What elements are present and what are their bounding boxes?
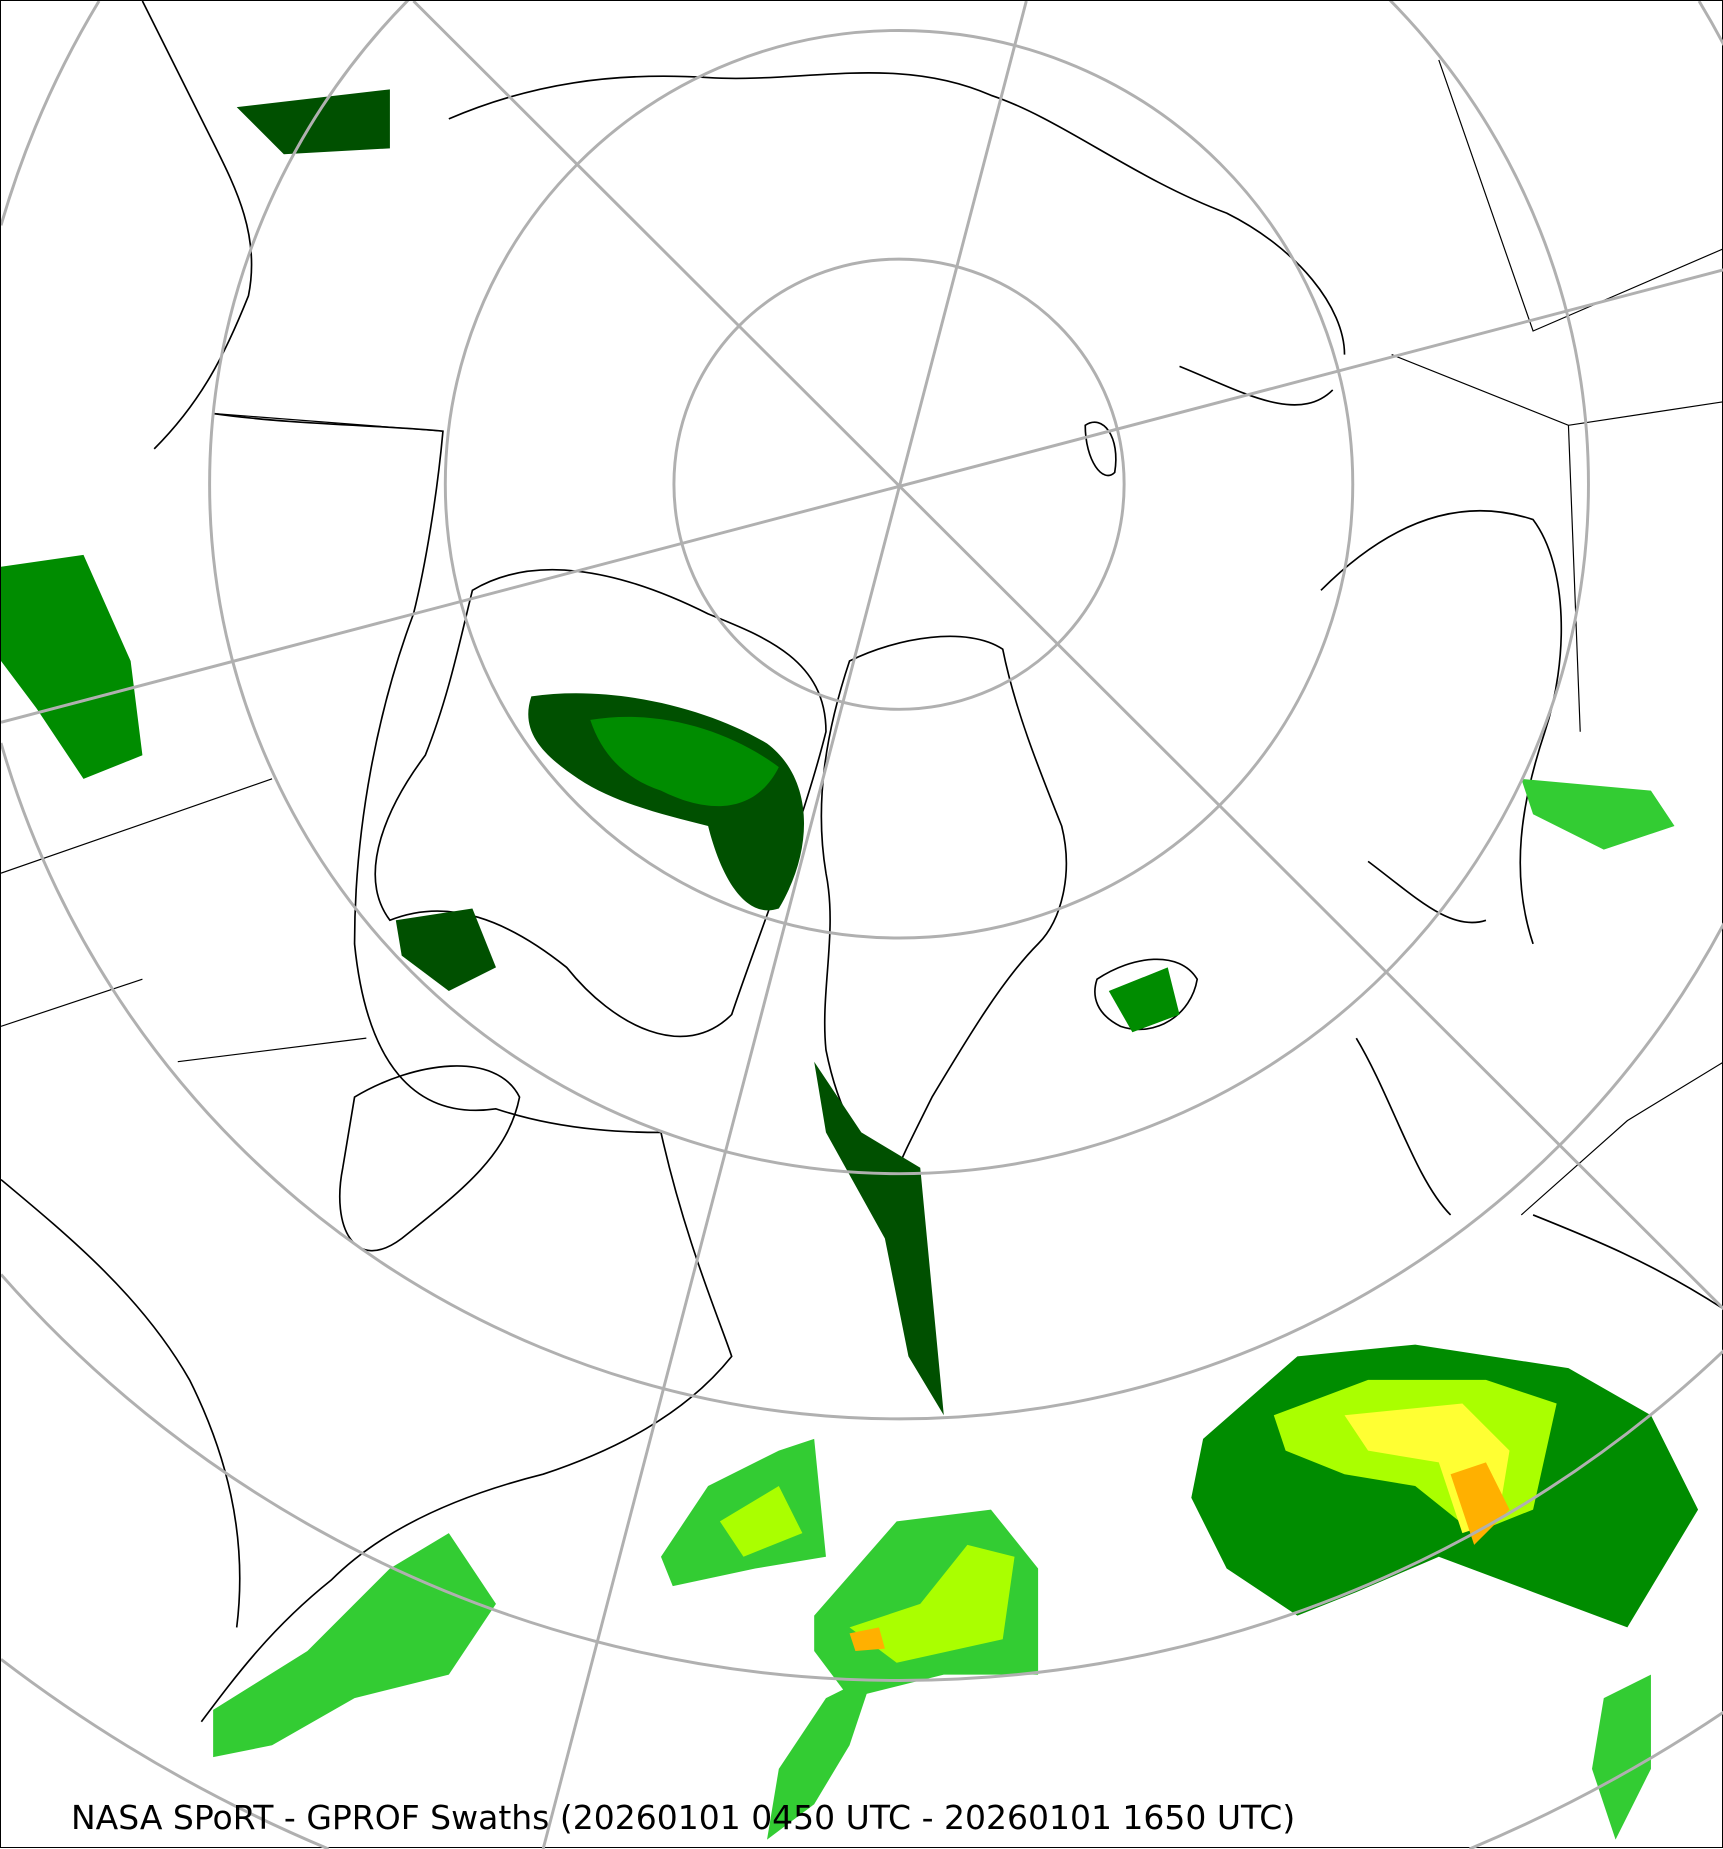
latitude-circle-50 [1, 1, 1723, 1421]
precipitation-swaths [1, 89, 1699, 1840]
precip-east-atlantic-heavy [1450, 1462, 1510, 1545]
map-caption: NASA SPoRT - GPROF Swaths (20260101 0450… [71, 1798, 1296, 1837]
europe-coast [1320, 509, 1723, 1310]
precip-baffin [395, 908, 496, 991]
latitude-circle-70 [443, 28, 1355, 940]
coastlines [1, 1, 1723, 1723]
precip-atlantic-mid-heavy [849, 1627, 885, 1651]
svalbard-coast [1084, 421, 1117, 477]
precip-canada-arctic-2 [590, 716, 779, 807]
canadian-arctic-coast [374, 568, 827, 1038]
meridian [412, 1, 1723, 1311]
latitude-circle-40 [1, 1273, 1723, 1682]
precip-scandinavia [1521, 778, 1675, 850]
latitude-circle-80 [672, 257, 1126, 711]
precip-us-east [213, 1533, 496, 1758]
precip-iceland [1108, 967, 1180, 1033]
precip-south-east [1592, 1674, 1651, 1840]
hudson-bay-coast [339, 1065, 521, 1252]
latitude-circle-30 [1, 1658, 1723, 1849]
siberia-coast [448, 72, 1346, 406]
precip-bering [1, 554, 143, 779]
precip-atlantic-west-core [719, 1486, 803, 1557]
borders [1, 59, 1723, 1216]
precip-south-stream [767, 1674, 874, 1840]
north-america-coast [1, 412, 733, 1723]
meridian [541, 1, 1028, 1849]
iceland-coast [1094, 958, 1199, 1031]
precip-greenland-east [814, 1061, 944, 1416]
meridian [1, 268, 1723, 724]
greenland-coast [820, 635, 1068, 1176]
precip-atlantic-mid-core [849, 1544, 1015, 1663]
latitude-circle-60 [208, 1, 1590, 1175]
alaska-coast [141, 1, 253, 450]
